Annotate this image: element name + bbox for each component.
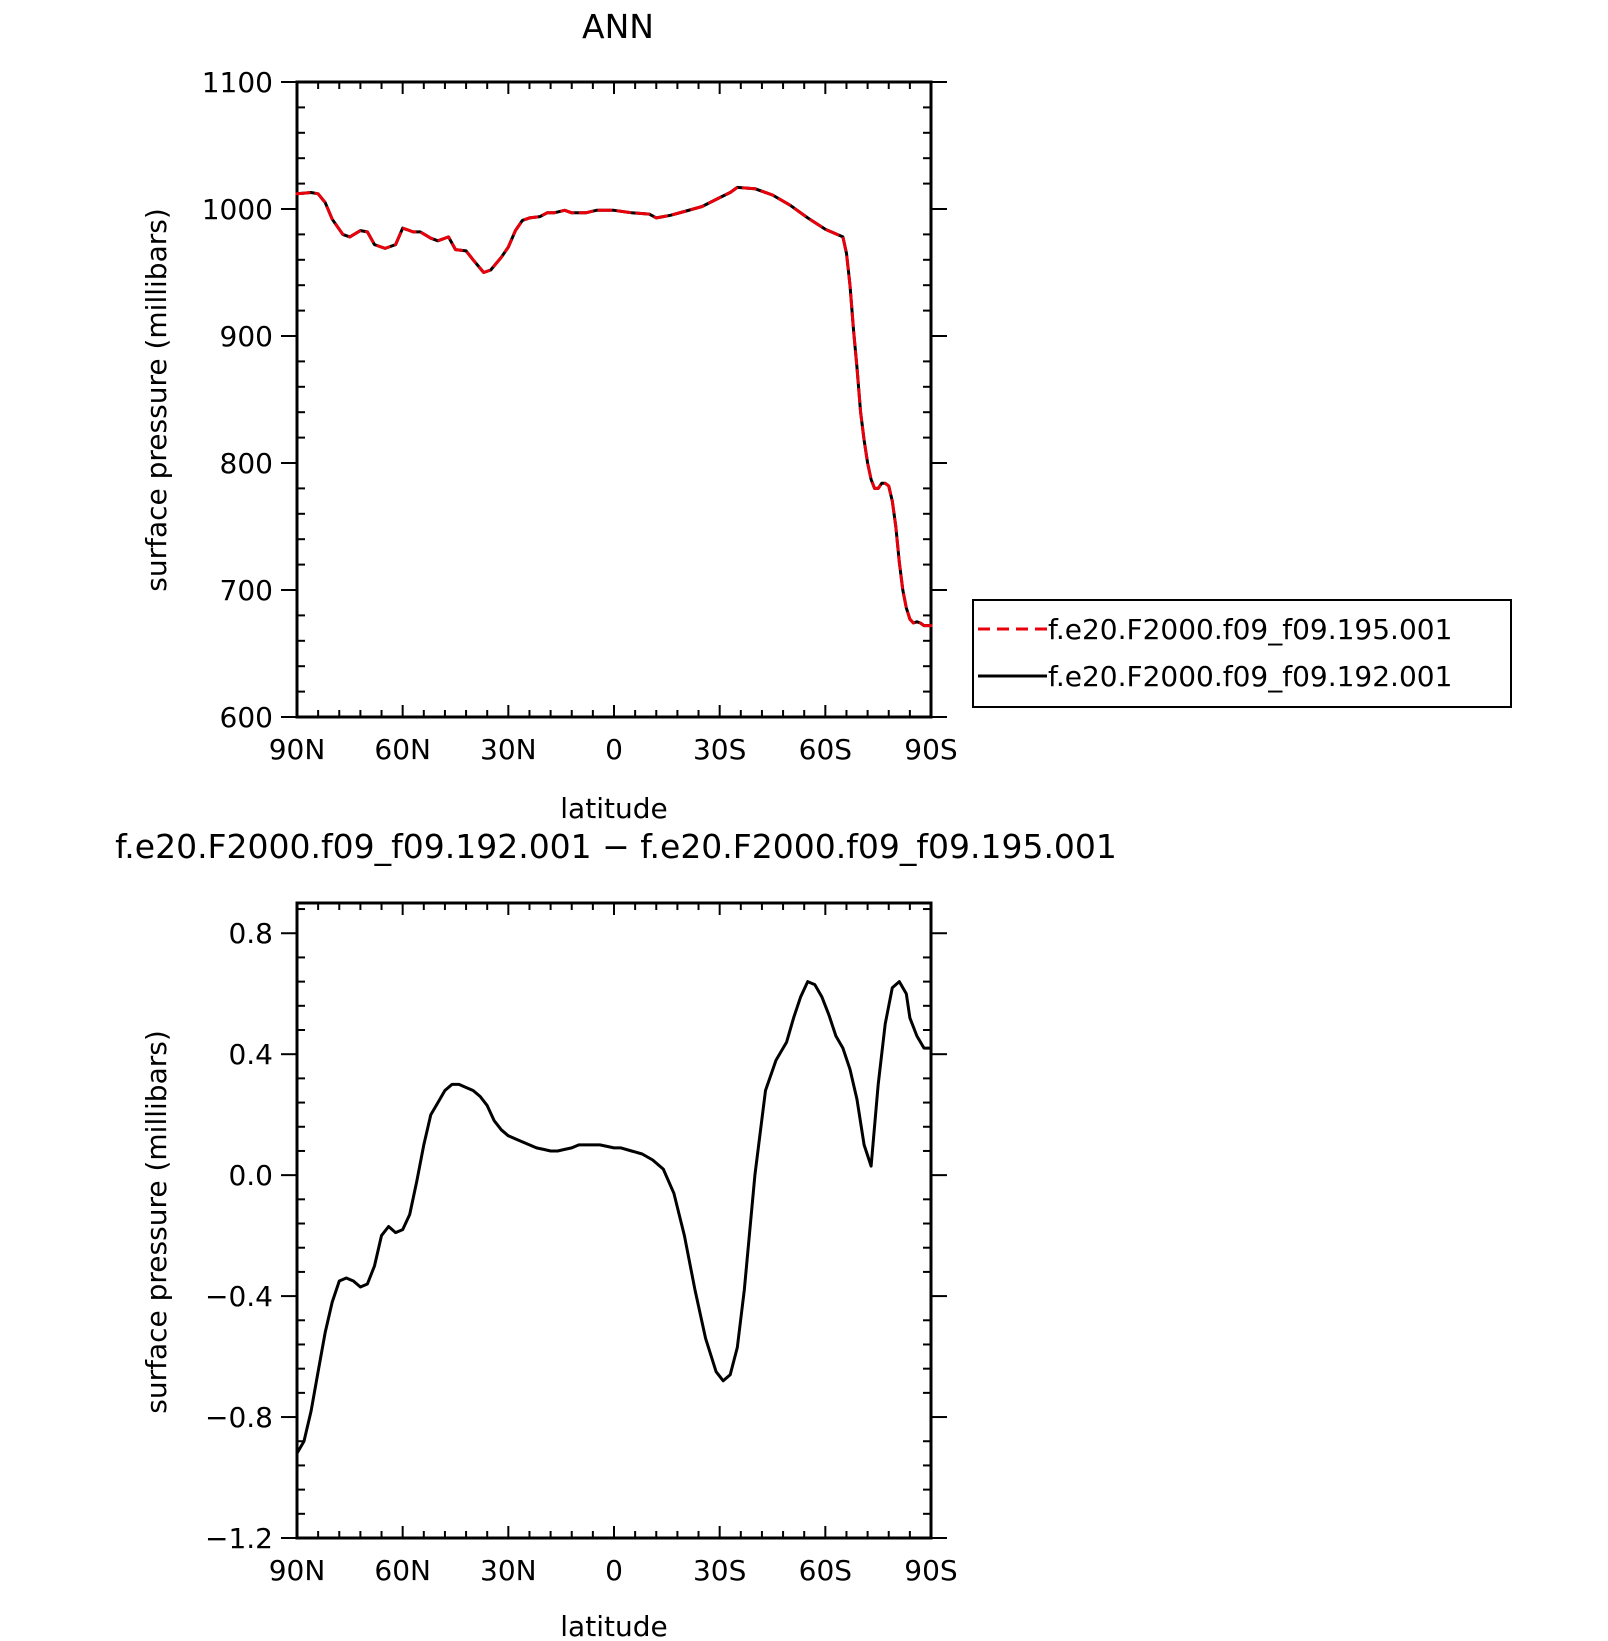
top-plot-frame (295, 80, 933, 719)
bottom-series-lines (295, 980, 933, 1455)
top-x-tick-labels: 90N 60N 30N 0 30S 60S 90S (269, 733, 958, 766)
x-tick-label: 60N (374, 733, 431, 766)
x-tick-label: 0 (605, 733, 623, 766)
y-tick-label: 1000 (202, 193, 273, 226)
x-tick-label: 60S (799, 733, 852, 766)
top-y-axis-label: surface pressure (millibars) (140, 208, 173, 592)
x-tick-label: 30N (480, 1554, 537, 1587)
y-tick-label: −0.8 (205, 1401, 273, 1434)
y-tick-label: 700 (220, 574, 273, 607)
bottom-y-axis-label: surface pressure (millibars) (140, 1030, 173, 1414)
x-tick-label: 0 (605, 1554, 623, 1587)
top-line-chart: ANN 90N 60N 30N 0 30S 60S 90S 600 700 800 900 1000… (140, 7, 958, 825)
y-tick-label: 600 (220, 701, 273, 734)
y-tick-label: 0.8 (228, 917, 273, 950)
bottom-chart-title: f.e20.F2000.f09_f09.192.001 − f.e20.F200… (115, 827, 1117, 866)
bottom-axis-ticks (281, 903, 947, 1539)
series-line-0 (295, 980, 933, 1455)
x-tick-label: 30S (693, 1554, 746, 1587)
y-tick-label: −0.4 (205, 1280, 273, 1313)
x-tick-label: 30N (480, 733, 537, 766)
x-tick-label: 90N (269, 733, 326, 766)
legend: f.e20.F2000.f09_f09.195.001 f.e20.F2000.… (972, 599, 1512, 708)
y-tick-label: −1.2 (205, 1522, 273, 1555)
legend-box (972, 599, 1512, 708)
y-tick-label: 0.0 (228, 1159, 273, 1192)
top-series-lines (295, 185, 933, 628)
x-tick-label: 90S (904, 733, 957, 766)
series-line-1 (295, 185, 933, 628)
series-line-0 (295, 185, 933, 628)
x-tick-label: 30S (693, 733, 746, 766)
legend-label-195: f.e20.F2000.f09_f09.195.001 (1048, 613, 1452, 646)
x-tick-label: 90N (269, 1554, 326, 1587)
y-tick-label: 800 (220, 447, 273, 480)
bottom-y-tick-labels: −1.2 −0.8 −0.4 0.0 0.4 0.8 (205, 917, 273, 1555)
y-tick-label: 0.4 (228, 1038, 273, 1071)
top-x-axis-label: latitude (560, 792, 667, 825)
x-tick-label: 60N (374, 1554, 431, 1587)
y-tick-label: 1100 (202, 66, 273, 99)
bottom-x-axis-label: latitude (560, 1610, 667, 1641)
x-tick-label: 60S (799, 1554, 852, 1587)
bottom-difference-chart: f.e20.F2000.f09_f09.192.001 − f.e20.F200… (115, 827, 1117, 1641)
top-axis-ticks (281, 81, 947, 718)
top-chart-title: ANN (582, 7, 654, 46)
y-tick-label: 900 (220, 320, 273, 353)
x-tick-label: 90S (904, 1554, 957, 1587)
top-y-tick-labels: 600 700 800 900 1000 1100 (202, 66, 273, 734)
bottom-x-tick-labels: 90N 60N 30N 0 30S 60S 90S (269, 1554, 958, 1587)
legend-label-192: f.e20.F2000.f09_f09.192.001 (1048, 660, 1452, 693)
bottom-plot-frame (295, 901, 933, 1540)
